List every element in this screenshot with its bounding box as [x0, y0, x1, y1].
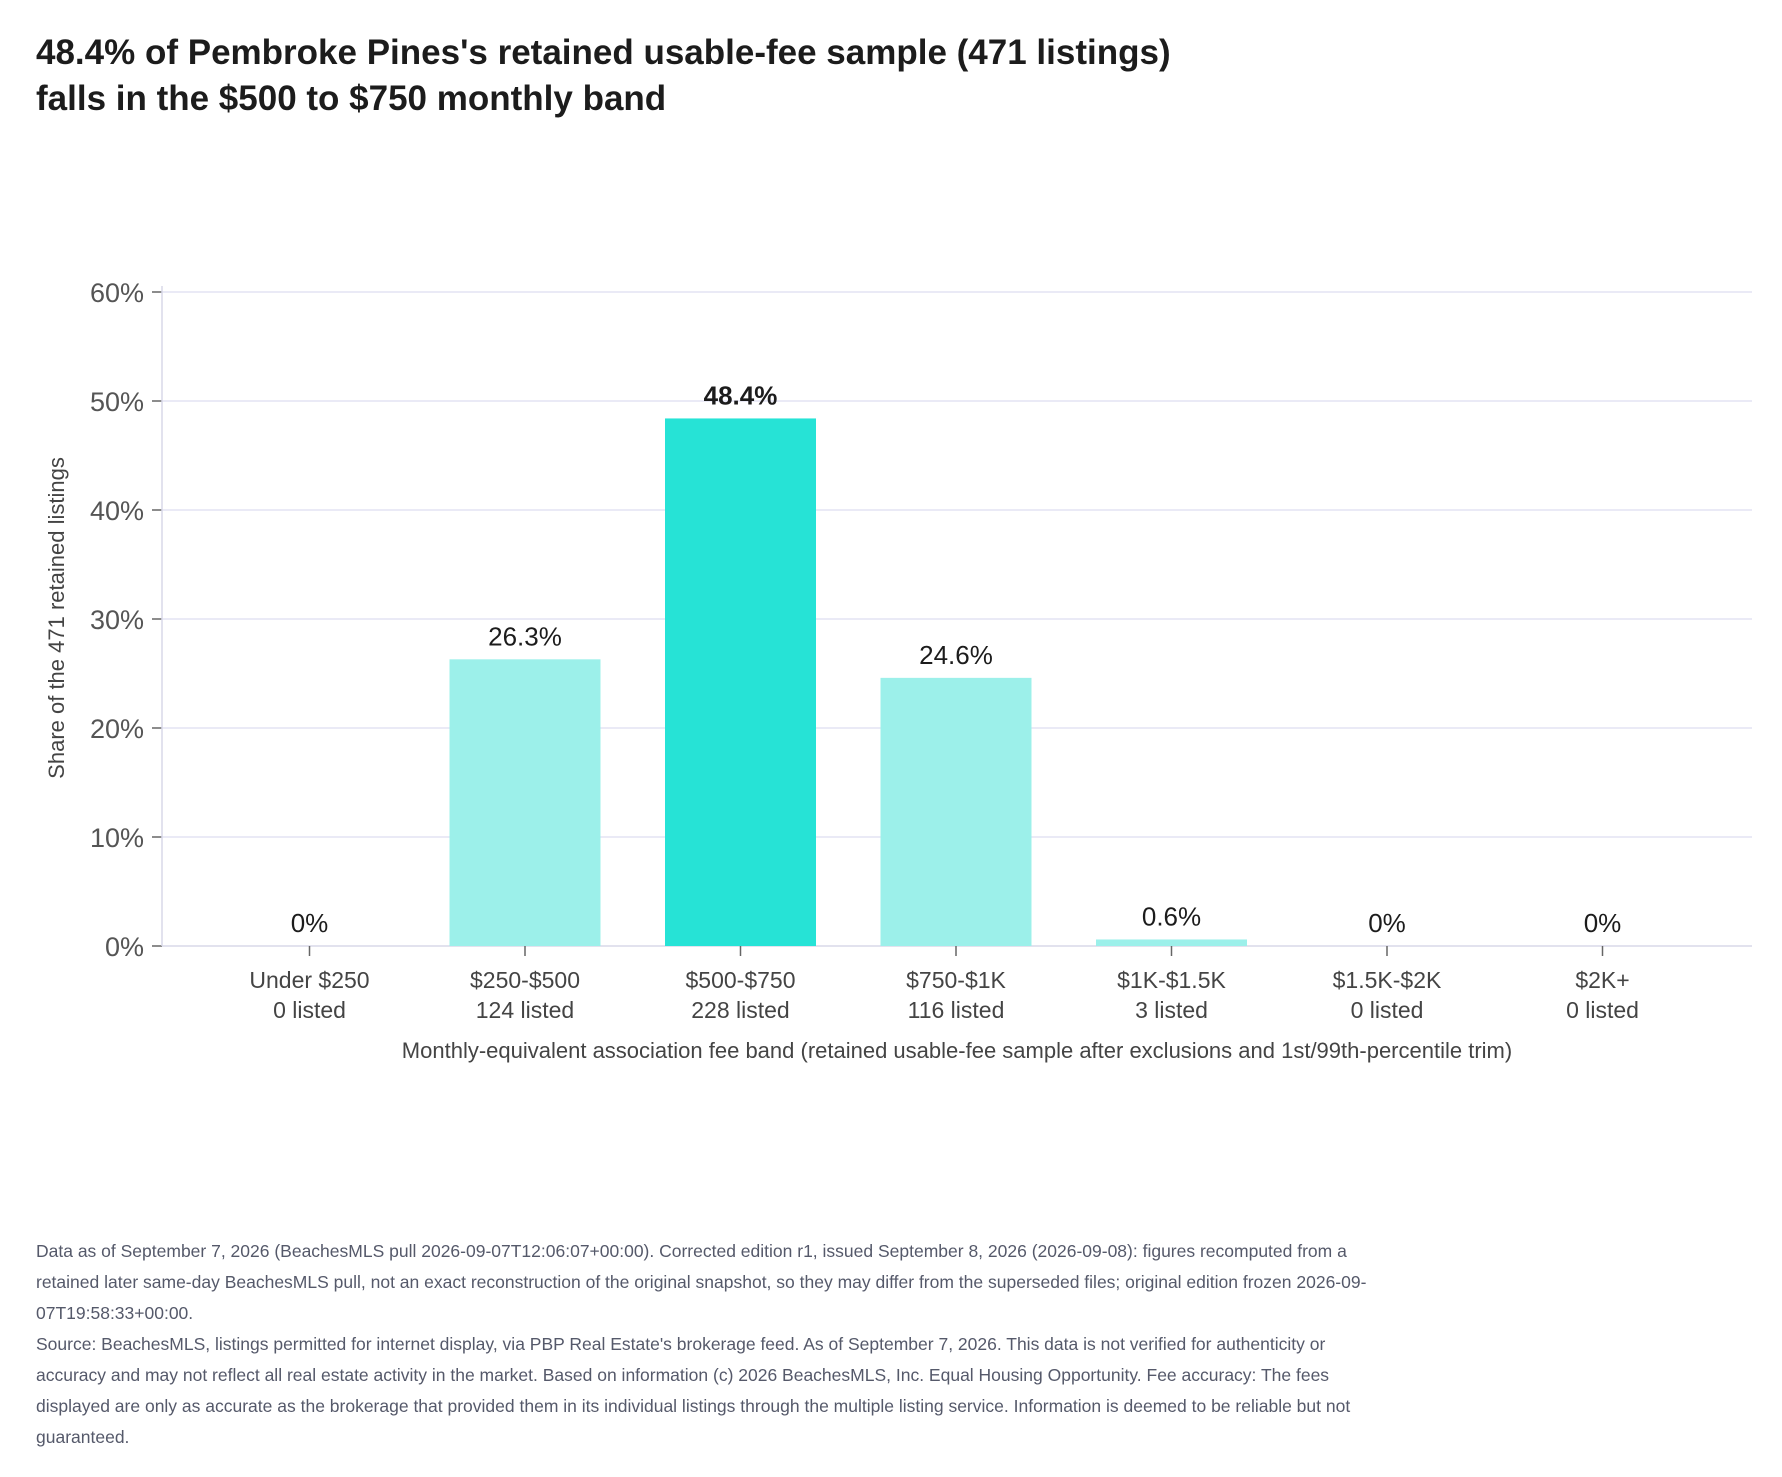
- x-tick-count: 0 listed: [1566, 997, 1639, 1023]
- source-note: Source: BeachesMLS, listings permitted f…: [36, 1334, 1351, 1447]
- bar: [880, 677, 1032, 946]
- edition-note: Data as of September 7, 2026 (BeachesMLS…: [36, 1241, 1367, 1323]
- data-label: 0%: [291, 908, 329, 938]
- data-labels: 0% 26.3% 48.4% 24.6% 0.6% 0% 0%: [291, 380, 1622, 938]
- x-tick-count: 3 listed: [1135, 997, 1208, 1023]
- y-tick-label: 10%: [90, 823, 144, 853]
- x-tick-label: $500-$750: [686, 967, 796, 993]
- bar: [665, 418, 816, 946]
- data-label: 26.3%: [488, 621, 562, 651]
- data-label: 0.6%: [1142, 901, 1201, 931]
- y-tick-label: 30%: [90, 605, 144, 635]
- bars: [449, 418, 1247, 946]
- y-tick-label: 60%: [90, 278, 144, 308]
- bar: [1096, 939, 1247, 946]
- x-tick-label: $1.5K-$2K: [1333, 967, 1442, 993]
- bar: [449, 659, 601, 946]
- footnotes: Data as of September 7, 2026 (BeachesMLS…: [36, 1236, 1396, 1453]
- data-label: 0%: [1368, 908, 1406, 938]
- x-tick-count: 0 listed: [1351, 997, 1424, 1023]
- x-tick-label: Under $250: [249, 967, 369, 993]
- data-label: 0%: [1584, 908, 1622, 938]
- x-tick-label: $1K-$1.5K: [1117, 967, 1226, 993]
- x-tick-label: $250-$500: [470, 967, 580, 993]
- chart-title: 48.4% of Pembroke Pines's retained usabl…: [36, 33, 1171, 118]
- x-tick-label: $2K+: [1575, 967, 1629, 993]
- y-tick-label: 40%: [90, 496, 144, 526]
- data-label: 48.4%: [704, 380, 778, 410]
- x-tick-count: 124 listed: [476, 997, 574, 1023]
- tick-labels: 0% 10% 20% 30% 40% 50% 60% Under $250 0 listed $2…: [90, 278, 1639, 1023]
- x-tick-count: 116 listed: [908, 997, 1005, 1023]
- y-tick-label: 0%: [105, 932, 144, 962]
- data-label: 24.6%: [919, 640, 993, 670]
- x-tick-count: 228 listed: [691, 997, 789, 1023]
- y-tick-label: 50%: [90, 387, 144, 417]
- y-tick-label: 20%: [90, 714, 144, 744]
- x-axis-title: Monthly-equivalent association fee band …: [402, 1038, 1512, 1063]
- x-tick-count: 0 listed: [273, 997, 346, 1023]
- y-axis-title: Share of the 471 retained listings: [44, 457, 69, 779]
- bar-chart: 0% 26.3% 48.4% 24.6% 0.6% 0% 0% 0% 10% 20% 30% 40%…: [44, 278, 1752, 1063]
- x-tick-label: $750-$1K: [906, 967, 1006, 993]
